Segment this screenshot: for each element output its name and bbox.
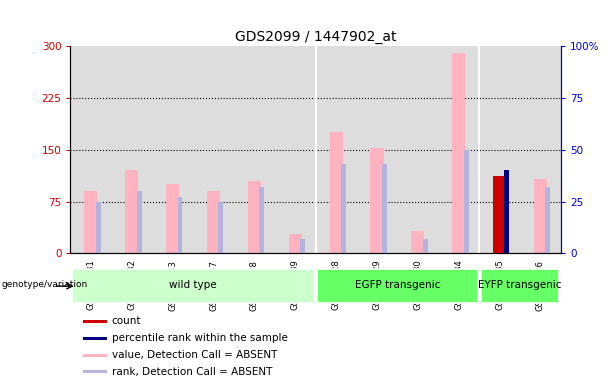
Bar bbox=[289, 234, 302, 253]
Bar bbox=[83, 371, 107, 373]
Bar bbox=[178, 197, 183, 253]
Text: percentile rank within the sample: percentile rank within the sample bbox=[112, 333, 287, 343]
Title: GDS2099 / 1447902_at: GDS2099 / 1447902_at bbox=[235, 30, 397, 44]
Text: rank, Detection Call = ABSENT: rank, Detection Call = ABSENT bbox=[112, 367, 272, 377]
Text: genotype/variation: genotype/variation bbox=[1, 280, 88, 289]
Bar bbox=[370, 148, 384, 253]
Bar bbox=[504, 170, 509, 253]
Bar bbox=[137, 191, 142, 253]
Text: EYFP transgenic: EYFP transgenic bbox=[478, 280, 562, 290]
Bar bbox=[72, 269, 314, 303]
Bar bbox=[83, 354, 107, 357]
Bar bbox=[96, 202, 101, 253]
Bar bbox=[83, 320, 107, 323]
Bar bbox=[341, 164, 346, 253]
Bar bbox=[207, 191, 220, 253]
Bar bbox=[452, 53, 465, 253]
Bar bbox=[83, 337, 107, 340]
Bar bbox=[423, 239, 428, 253]
Bar bbox=[125, 170, 139, 253]
Bar bbox=[463, 150, 468, 253]
Bar bbox=[85, 191, 97, 253]
Bar bbox=[330, 132, 343, 253]
Bar bbox=[318, 269, 478, 303]
Bar bbox=[218, 202, 223, 253]
Bar bbox=[504, 170, 509, 253]
Bar bbox=[248, 181, 261, 253]
Bar bbox=[481, 269, 559, 303]
Bar bbox=[259, 187, 264, 253]
Bar bbox=[546, 187, 550, 253]
Bar bbox=[300, 239, 305, 253]
Bar bbox=[166, 184, 179, 253]
Bar bbox=[493, 176, 506, 253]
Bar bbox=[493, 176, 506, 253]
Text: wild type: wild type bbox=[169, 280, 217, 290]
Text: count: count bbox=[112, 316, 142, 326]
Bar bbox=[411, 231, 424, 253]
Bar bbox=[382, 164, 387, 253]
Bar bbox=[534, 179, 547, 253]
Text: EGFP transgenic: EGFP transgenic bbox=[355, 280, 440, 290]
Text: value, Detection Call = ABSENT: value, Detection Call = ABSENT bbox=[112, 350, 277, 360]
